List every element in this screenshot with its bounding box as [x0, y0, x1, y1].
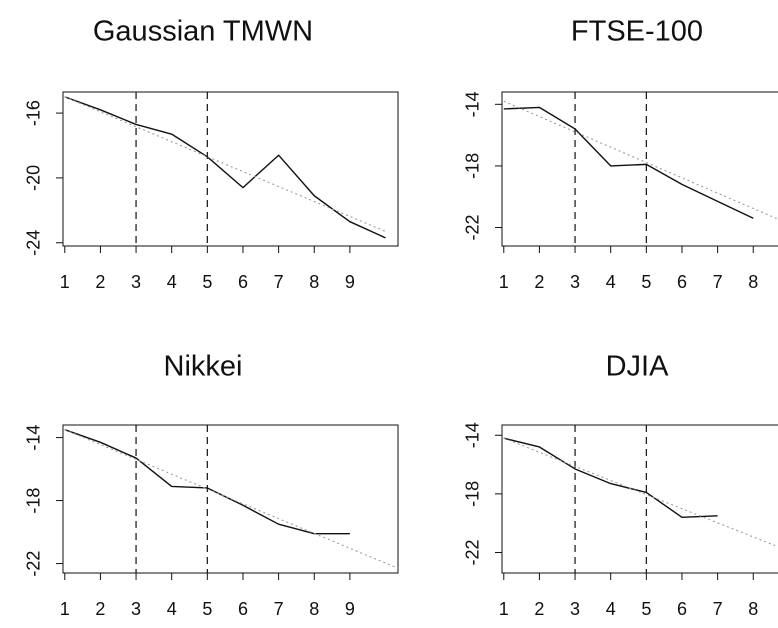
x-tick-label: 3	[131, 599, 141, 619]
x-tick-label: 5	[202, 272, 212, 292]
chart-panel-2: FTSE-100123456789-14-18-22	[463, 16, 778, 292]
x-tick-label: 5	[641, 272, 651, 292]
y-tick-label: -24	[24, 230, 44, 256]
y-tick-label: -16	[24, 100, 44, 126]
data-series-line	[64, 96, 386, 239]
x-tick-label: 8	[309, 599, 319, 619]
plot-frame	[62, 91, 399, 247]
y-tick-label: -22	[463, 539, 483, 565]
data-series-line	[64, 429, 350, 535]
chart-title: DJIA	[606, 351, 670, 383]
chart-panel-4: DJIA123456789-14-18-22	[463, 351, 778, 619]
plot-area	[64, 425, 398, 573]
x-tick-label: 4	[167, 272, 177, 292]
x-tick-label: 3	[570, 599, 580, 619]
x-tick-label: 6	[238, 272, 248, 292]
chart-title: Nikkei	[164, 351, 243, 383]
x-tick-label: 1	[499, 272, 509, 292]
y-tick-label: -18	[463, 153, 483, 179]
y-tick-label: -14	[24, 425, 44, 451]
panels-group: Gaussian TMWN 1 2 3 4 5 6 7 8 9 -16 -20 -24 FTSE-100 1…	[24, 16, 778, 619]
x-tick-label: 8	[748, 272, 758, 292]
x-tick-label: 6	[677, 272, 687, 292]
x-tick-label: 8	[309, 272, 319, 292]
x-tick-label: 9	[345, 272, 355, 292]
x-tick-label: 8	[748, 599, 758, 619]
x-tick-label: 2	[534, 599, 544, 619]
x-tick-label: 3	[570, 272, 580, 292]
y-tick-label: -14	[463, 91, 483, 117]
plot-frame	[501, 91, 778, 247]
x-tick-label: 1	[60, 599, 70, 619]
y-tick-label: -22	[463, 215, 483, 241]
x-tick-label: 4	[167, 599, 177, 619]
plot-area	[64, 92, 386, 246]
x-tick-label: 5	[641, 599, 651, 619]
fit-line	[64, 429, 398, 569]
x-tick-label: 9	[345, 599, 355, 619]
x-tick-label: 4	[606, 599, 616, 619]
chart-title: Gaussian TMWN	[93, 16, 313, 48]
x-tick-label: 7	[274, 272, 284, 292]
x-tick-label: 7	[713, 272, 723, 292]
y-tick-label: -18	[24, 488, 44, 514]
y-tick-label: -22	[24, 551, 44, 577]
data-series-line	[503, 437, 718, 519]
x-tick-label: 2	[95, 599, 105, 619]
x-tick-label: 7	[713, 599, 723, 619]
x-tick-label: 4	[606, 272, 616, 292]
y-tick-label: -20	[24, 165, 44, 191]
x-tick-label: 1	[60, 272, 70, 292]
chart-panel-1: Gaussian TMWN 1 2 3 4 5 6 7 8 9 -16 -20 -24	[24, 16, 399, 292]
y-tick-label: -14	[463, 422, 483, 448]
plot-frame	[62, 424, 399, 574]
plot-area	[503, 425, 778, 573]
plot-frame	[501, 424, 778, 574]
plot-area	[503, 92, 778, 246]
y-tick-label: -18	[463, 481, 483, 507]
x-tick-label: 1	[499, 599, 509, 619]
x-tick-label: 7	[274, 599, 284, 619]
chart-panel-3: Nikkei 1 2 3 4 5 6 7 8 9 -14 -18 -22	[24, 351, 399, 619]
x-tick-label: 6	[238, 599, 248, 619]
x-tick-label: 2	[95, 272, 105, 292]
x-tick-label: 3	[131, 272, 141, 292]
fit-line	[503, 100, 778, 220]
x-tick-label: 5	[202, 599, 212, 619]
data-series-line	[503, 106, 754, 219]
x-tick-label: 6	[677, 599, 687, 619]
x-tick-label: 2	[534, 272, 544, 292]
chart-title: FTSE-100	[571, 16, 703, 48]
